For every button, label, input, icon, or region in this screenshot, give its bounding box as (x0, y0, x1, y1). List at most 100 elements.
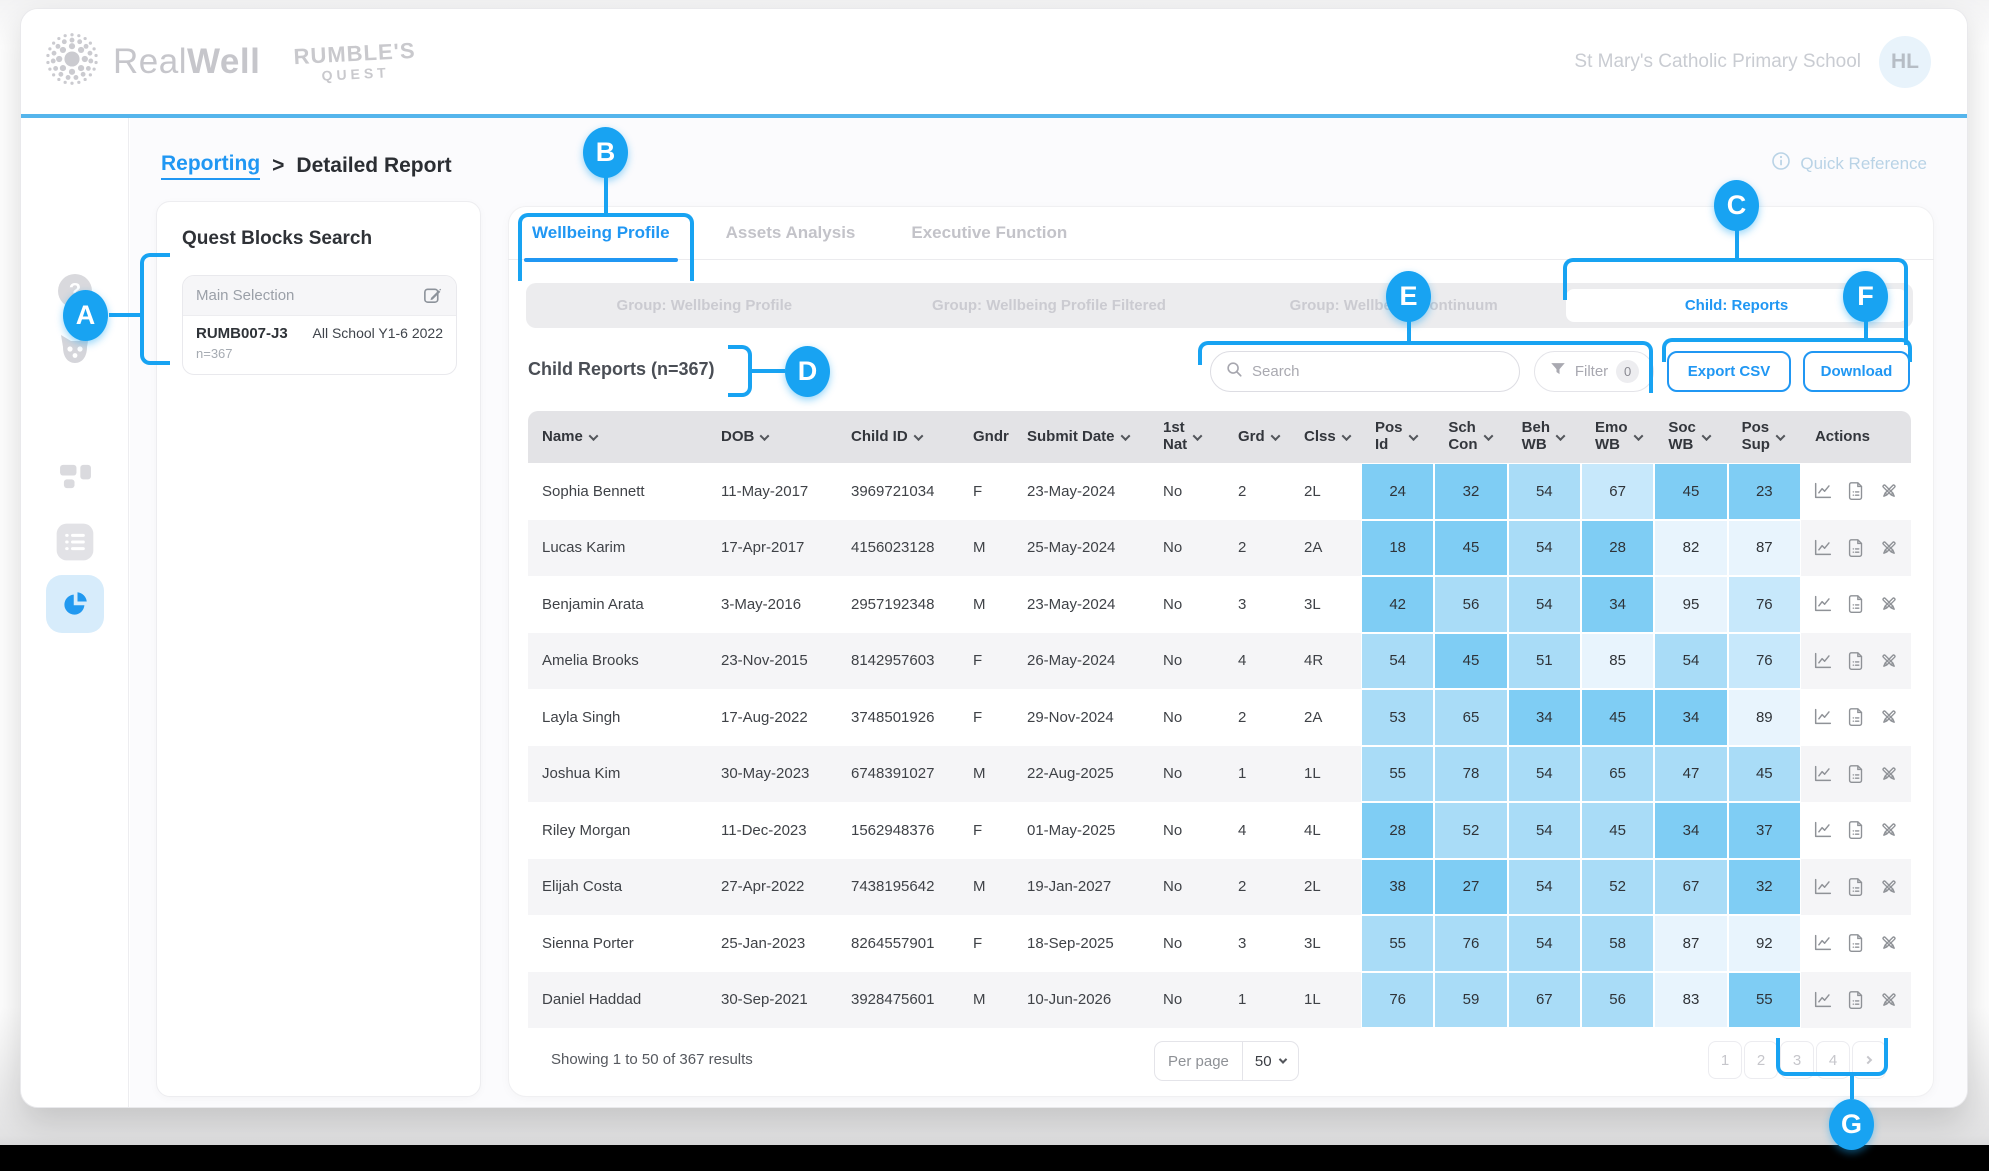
column-header-name[interactable]: Name (528, 411, 707, 463)
subtab-group-wellbeing-profile[interactable]: Group: Wellbeing Profile (616, 297, 793, 314)
table-row: Amelia Brooks 23-Nov-2015 8142957603 F 26-Ma… (528, 632, 1911, 689)
cell-clss: 2L (1304, 878, 1321, 896)
report-file-icon[interactable] (1845, 989, 1867, 1011)
sidebar-item-list[interactable] (21, 522, 129, 567)
annotation-a-connector (109, 313, 140, 317)
per-page-select[interactable]: 50 (1243, 1042, 1298, 1080)
column-header-dob[interactable]: DOB (707, 411, 837, 463)
sidebar-item-quest[interactable] (21, 334, 129, 371)
cell-submit-date: 26-May-2024 (1027, 652, 1116, 670)
cell-score: 83 (1654, 971, 1728, 1028)
breadcrumb-current: Detailed Report (296, 154, 452, 177)
cell-score: 76 (1361, 971, 1435, 1028)
compare-pencils-icon[interactable] (1878, 932, 1900, 954)
compare-pencils-icon[interactable] (1878, 593, 1900, 615)
sidebar-item-reporting[interactable] (21, 575, 129, 633)
compare-pencils-icon[interactable] (1878, 537, 1900, 559)
trend-chart-icon[interactable] (1812, 706, 1834, 728)
screen-bottom-bar (0, 1145, 1989, 1171)
column-header-pos-sup[interactable]: Pos Sup (1728, 411, 1801, 463)
cell-child-id: 8142957603 (851, 652, 935, 670)
cell-first-nat: No (1163, 539, 1183, 557)
compare-pencils-icon[interactable] (1878, 819, 1900, 841)
report-file-icon[interactable] (1845, 876, 1867, 898)
column-header-child-id[interactable]: Child ID (837, 411, 959, 463)
column-header-beh-wb[interactable]: Beh WB (1508, 411, 1581, 463)
cell-child-id: 1562948376 (851, 821, 935, 839)
sort-chevron-icon (1341, 430, 1352, 441)
report-file-icon[interactable] (1845, 932, 1867, 954)
child-reports-heading: Child Reports (n=367) (528, 359, 715, 379)
trend-chart-icon[interactable] (1812, 819, 1834, 841)
cell-clss: 4R (1304, 652, 1324, 670)
cell-score: 52 (1434, 802, 1508, 859)
column-header-emo-wb[interactable]: Emo WB (1581, 411, 1654, 463)
annotation-b-marker: B (583, 127, 628, 178)
report-file-icon[interactable] (1845, 537, 1867, 559)
download-button[interactable]: Download (1803, 351, 1910, 392)
cell-gndr: F (973, 652, 983, 670)
cell-child-id: 3928475601 (851, 991, 935, 1009)
annotation-a-bracket (140, 253, 170, 365)
cell-actions (1801, 520, 1911, 577)
pagination-page-1[interactable]: 1 (1708, 1041, 1742, 1079)
compare-pencils-icon[interactable] (1878, 706, 1900, 728)
table-row: Sophia Bennett 11-May-2017 3969721034 F 23-M… (528, 463, 1911, 520)
annotation-c-connector (1735, 226, 1739, 258)
quick-reference-link[interactable]: Quick Reference (1771, 151, 1927, 176)
trend-chart-icon[interactable] (1812, 537, 1834, 559)
breadcrumb-reporting-link[interactable]: Reporting (161, 152, 261, 180)
compare-pencils-icon[interactable] (1878, 876, 1900, 898)
compare-pencils-icon[interactable] (1878, 650, 1900, 672)
sort-chevron-icon (759, 430, 770, 441)
column-header-soc-wb[interactable]: Soc WB (1654, 411, 1727, 463)
column-header-pos-id[interactable]: Pos Id (1361, 411, 1434, 463)
trend-chart-icon[interactable] (1812, 989, 1834, 1011)
trend-chart-icon[interactable] (1812, 480, 1834, 502)
cell-score: 55 (1361, 745, 1435, 802)
column-header-clss[interactable]: Clss (1290, 411, 1361, 463)
column-header-grd[interactable]: Grd (1224, 411, 1290, 463)
cell-submit-date: 10-Jun-2026 (1027, 991, 1112, 1009)
tab-executive-function[interactable]: Executive Function (911, 223, 1068, 242)
cell-first-nat: No (1163, 878, 1183, 896)
avatar[interactable]: HL (1879, 35, 1931, 88)
pagination-page-2[interactable]: 2 (1744, 1041, 1778, 1079)
edit-icon[interactable] (422, 285, 443, 306)
subtab-group-wellbeing-profile-filtered[interactable]: Group: Wellbeing Profile Filtered (932, 297, 1166, 314)
export-csv-button[interactable]: Export CSV (1667, 351, 1791, 392)
quest-panel-title: Quest Blocks Search (182, 228, 373, 249)
cell-submit-date: 23-May-2024 (1027, 482, 1116, 500)
cell-score: 34 (1654, 802, 1728, 859)
compare-pencils-icon[interactable] (1878, 763, 1900, 785)
trend-chart-icon[interactable] (1812, 932, 1834, 954)
report-file-icon[interactable] (1845, 480, 1867, 502)
info-icon (1771, 151, 1791, 176)
trend-chart-icon[interactable] (1812, 593, 1834, 615)
column-header-1st-nat[interactable]: 1st Nat (1149, 411, 1224, 463)
report-file-icon[interactable] (1845, 650, 1867, 672)
report-file-icon[interactable] (1845, 763, 1867, 785)
search-input[interactable] (1252, 363, 1505, 380)
column-header-sch-con[interactable]: Sch Con (1434, 411, 1507, 463)
filter-button[interactable]: Filter 0 (1534, 351, 1654, 392)
trend-chart-icon[interactable] (1812, 650, 1834, 672)
compare-pencils-icon[interactable] (1878, 480, 1900, 502)
cell-child-id: 6748391027 (851, 765, 935, 783)
tab-assets-analysis[interactable]: Assets Analysis (725, 223, 856, 242)
report-file-icon[interactable] (1845, 706, 1867, 728)
compare-pencils-icon[interactable] (1878, 989, 1900, 1011)
cell-score: 24 (1361, 463, 1435, 520)
main-selection-card[interactable]: Main Selection RUMB007-J3 All School Y1-… (182, 275, 457, 375)
report-file-icon[interactable] (1845, 819, 1867, 841)
column-header-submit-date[interactable]: Submit Date (1013, 411, 1149, 463)
report-file-icon[interactable] (1845, 593, 1867, 615)
tab-wellbeing-profile[interactable]: Wellbeing Profile (524, 206, 678, 262)
trend-chart-icon[interactable] (1812, 763, 1834, 785)
sidebar-item-blocks[interactable] (21, 463, 129, 495)
cell-name: Amelia Brooks (542, 652, 639, 670)
cell-clss: 4L (1304, 821, 1321, 839)
brand-title: RealWell (113, 41, 261, 81)
trend-chart-icon[interactable] (1812, 876, 1834, 898)
cell-score: 65 (1434, 689, 1508, 746)
